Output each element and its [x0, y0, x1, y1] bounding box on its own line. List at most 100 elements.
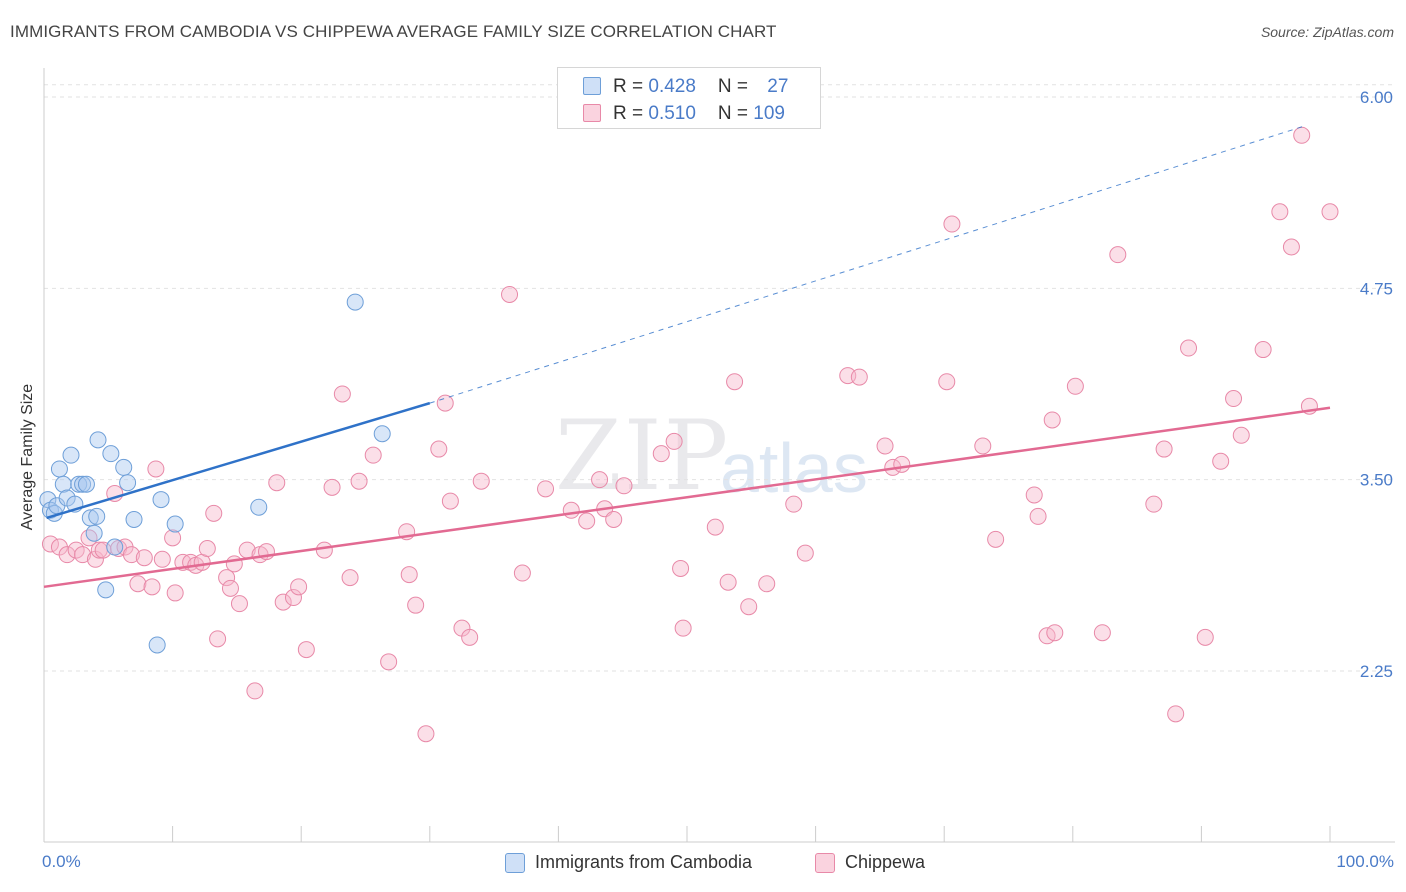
y-tick-label: 3.50 — [1360, 471, 1393, 490]
point-chippewa — [135, 549, 153, 567]
point-chippewa — [341, 569, 359, 587]
point-chippewa — [198, 540, 216, 558]
point-chippewa — [1321, 203, 1339, 221]
point-chippewa — [974, 437, 992, 455]
point-chippewa — [230, 595, 248, 613]
point-chippewa — [1066, 377, 1084, 395]
point-chippewa — [1271, 203, 1289, 221]
bottom-legend-label-chippewa: Chippewa — [845, 852, 926, 872]
point-chippewa — [364, 446, 382, 464]
point-cambodia — [97, 581, 115, 599]
legend-n-value-cambodia: 27 — [767, 76, 789, 97]
point-chippewa — [290, 578, 308, 596]
point-chippewa — [758, 575, 776, 593]
point-chippewa — [706, 518, 724, 536]
point-chippewa — [333, 385, 351, 403]
point-chippewa — [1046, 624, 1064, 642]
point-chippewa — [1109, 246, 1127, 264]
point-chippewa — [323, 478, 341, 496]
point-chippewa — [1043, 411, 1061, 429]
point-chippewa — [501, 285, 519, 303]
point-chippewa — [1025, 486, 1043, 504]
point-chippewa — [1232, 426, 1250, 444]
point-chippewa — [1145, 495, 1163, 513]
point-chippewa — [726, 373, 744, 391]
legend-n-label: N = — [717, 76, 754, 97]
source-label: Source: ZipAtlas.com — [1260, 24, 1394, 40]
point-cambodia — [88, 507, 106, 525]
legend-r-value-chippewa: 0.510 — [648, 103, 696, 124]
point-cambodia — [77, 475, 95, 493]
legend-n-value-chippewa: 109 — [753, 103, 785, 124]
point-chippewa — [380, 653, 398, 671]
bottom-legend-label-cambodia: Immigrants from Cambodia — [535, 852, 753, 872]
point-chippewa — [652, 445, 670, 463]
point-chippewa — [591, 471, 609, 489]
point-chippewa — [1155, 440, 1173, 458]
point-cambodia — [102, 445, 120, 463]
trendline-cambodia — [46, 401, 431, 520]
point-chippewa — [225, 555, 243, 573]
correlation-legend: R = 0.428 N = 27 R = 0.510 N = 109 — [557, 67, 821, 129]
y-tick-label: 2.25 — [1360, 662, 1393, 681]
point-chippewa — [417, 725, 435, 743]
point-chippewa — [513, 564, 531, 582]
trendline-chippewa — [43, 406, 1331, 589]
point-cambodia — [39, 491, 57, 509]
point-chippewa — [615, 477, 633, 495]
y-tick-label: 6.00 — [1360, 88, 1393, 107]
point-chippewa — [893, 455, 911, 473]
point-chippewa — [1196, 628, 1214, 646]
point-chippewa — [209, 630, 227, 648]
point-chippewa — [350, 472, 368, 490]
point-chippewa — [938, 373, 956, 391]
point-chippewa — [153, 550, 171, 568]
point-chippewa — [796, 544, 814, 562]
x-tick-label-min: 0.0% — [42, 852, 81, 871]
point-chippewa — [987, 530, 1005, 548]
point-chippewa — [246, 682, 264, 700]
point-chippewa — [461, 628, 479, 646]
point-cambodia — [62, 446, 80, 464]
point-chippewa — [1225, 390, 1243, 408]
point-chippewa — [400, 566, 418, 584]
trendline-cambodia-extension — [429, 125, 1305, 404]
point-chippewa — [719, 573, 737, 591]
point-chippewa — [1254, 341, 1272, 359]
point-chippewa — [122, 546, 140, 564]
legend-n-label: N = — [717, 103, 754, 124]
point-chippewa — [407, 596, 425, 614]
point-chippewa — [943, 215, 961, 233]
point-chippewa — [80, 529, 98, 547]
point-chippewa — [205, 504, 223, 522]
point-chippewa — [284, 589, 302, 607]
watermark-atlas: atlas — [720, 429, 868, 507]
legend-r-label: R = — [613, 103, 649, 124]
point-chippewa — [436, 394, 454, 412]
point-chippewa — [605, 510, 623, 528]
bottom-legend-swatch-cambodia — [505, 853, 525, 873]
x-tick-label-max: 100.0% — [1336, 852, 1394, 871]
point-chippewa — [1029, 507, 1047, 525]
point-chippewa — [430, 440, 448, 458]
point-chippewa — [1293, 126, 1311, 144]
point-cambodia — [115, 458, 133, 476]
point-chippewa — [164, 529, 182, 547]
point-cambodia — [106, 538, 124, 556]
point-cambodia — [152, 491, 170, 509]
point-cambodia — [125, 510, 143, 528]
point-chippewa — [578, 512, 596, 530]
watermark-zip: ZIP — [555, 400, 731, 512]
point-chippewa — [1212, 452, 1230, 470]
y-tick-label: 4.75 — [1360, 279, 1393, 298]
point-chippewa — [1167, 705, 1185, 723]
point-chippewa — [665, 432, 683, 450]
legend-swatch-cambodia — [583, 77, 601, 95]
point-cambodia — [250, 498, 268, 516]
point-chippewa — [1093, 624, 1111, 642]
point-chippewa — [740, 598, 758, 616]
point-chippewa — [315, 541, 333, 559]
legend-swatch-chippewa — [583, 104, 601, 122]
point-chippewa — [166, 584, 184, 602]
